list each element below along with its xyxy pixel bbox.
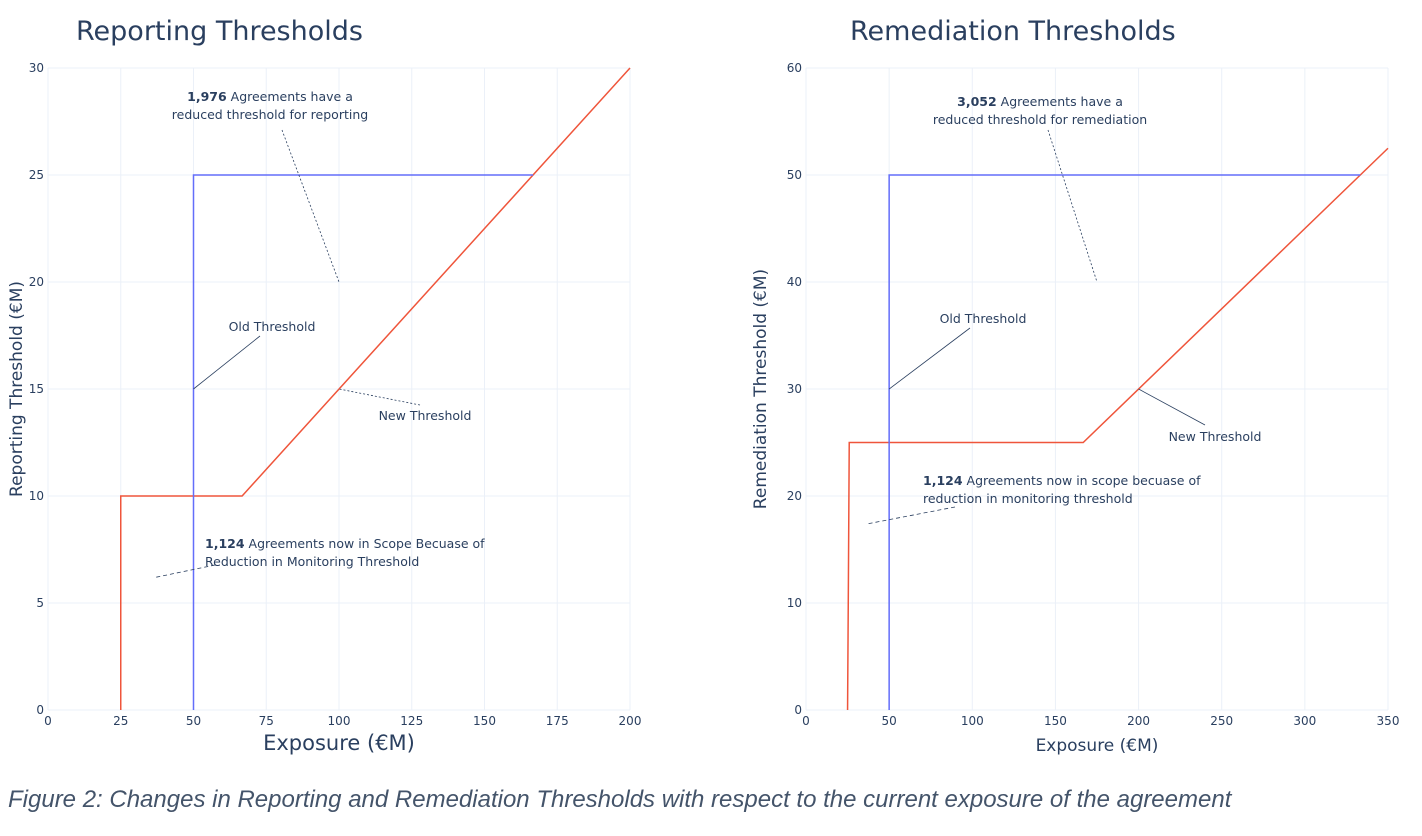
annotation-line1: Agreements have a bbox=[227, 89, 353, 104]
old-threshold-line bbox=[192, 174, 534, 710]
chart-2: 0 50 100 150 200 250 300 350 0 10 20 30 40 50 60 Remedi… bbox=[751, 16, 1399, 756]
y-tick-label: 30 bbox=[787, 382, 802, 396]
new-threshold-line bbox=[120, 67, 631, 710]
new-threshold-line bbox=[846, 147, 1389, 711]
old-threshold-line bbox=[888, 174, 1361, 710]
annotation-arrow bbox=[1138, 388, 1206, 426]
y-tick-label: 10 bbox=[29, 489, 44, 503]
annotation-text: 1,124 Agreements now in scope becuase of bbox=[923, 473, 1201, 488]
x-tick-label: 200 bbox=[1127, 714, 1150, 728]
x-tick-label: 100 bbox=[961, 714, 984, 728]
annotation-arrow bbox=[867, 506, 956, 525]
annotation-text: 1,976 Agreements have a bbox=[187, 89, 353, 104]
x-tick-label: 150 bbox=[473, 714, 496, 728]
y-axis-label: Reporting Threshold (€M) bbox=[7, 281, 27, 497]
y-tick-label: 25 bbox=[29, 168, 44, 182]
chart-title: Remediation Thresholds bbox=[850, 16, 1176, 47]
annotation-line2: Reduction in Monitoring Threshold bbox=[205, 554, 419, 569]
annotation-line1: Old Threshold bbox=[229, 319, 316, 334]
annotation-line1: Old Threshold bbox=[940, 311, 1027, 326]
x-tick-label: 125 bbox=[400, 714, 423, 728]
annotation-arrow bbox=[338, 388, 421, 406]
chart-1: 0 25 50 75 100 125 150 175 200 0 5 10 15 20 25 30 Report… bbox=[7, 16, 641, 755]
annotation-text: 3,052 Agreements have a bbox=[957, 94, 1123, 109]
annotation-arrow bbox=[281, 129, 340, 283]
x-tick-label: 200 bbox=[619, 714, 642, 728]
x-tick-label: 0 bbox=[802, 714, 810, 728]
x-tick-label: 75 bbox=[259, 714, 274, 728]
y-tick-label: 5 bbox=[36, 596, 44, 610]
annotation-line1: Agreements now in Scope Becuase of bbox=[245, 536, 486, 551]
annotation-text: Old Threshold bbox=[940, 311, 1027, 326]
chart-title: Reporting Thresholds bbox=[76, 16, 363, 47]
y-tick-label: 40 bbox=[787, 275, 802, 289]
annotation-count: 1,124 bbox=[923, 473, 963, 488]
annotation-line2: reduction in monitoring threshold bbox=[923, 491, 1133, 506]
annotation-text: New Threshold bbox=[1169, 429, 1262, 444]
x-tick-label: 50 bbox=[186, 714, 201, 728]
annotation-count: 3,052 bbox=[957, 94, 997, 109]
x-tick-label: 175 bbox=[546, 714, 569, 728]
x-axis-label: Exposure (€M) bbox=[263, 731, 415, 755]
annotation-line1: Agreements have a bbox=[997, 94, 1123, 109]
x-tick-label: 350 bbox=[1377, 714, 1400, 728]
x-tick-label: 100 bbox=[328, 714, 351, 728]
annotation-line2: reduced threshold for reporting bbox=[172, 107, 368, 122]
annotation-arrow bbox=[155, 564, 216, 578]
annotation-line1: New Threshold bbox=[1169, 429, 1262, 444]
x-tick-label: 300 bbox=[1293, 714, 1316, 728]
annotation-arrow bbox=[888, 327, 971, 390]
annotation-count: 1,124 bbox=[205, 536, 245, 551]
annotation-text: New Threshold bbox=[379, 408, 472, 423]
y-tick-label: 10 bbox=[787, 596, 802, 610]
annotation-line1: Agreements now in scope becuase of bbox=[963, 473, 1202, 488]
annotation-arrow bbox=[193, 335, 261, 390]
y-tick-label: 30 bbox=[29, 61, 44, 75]
annotation-line1: New Threshold bbox=[379, 408, 472, 423]
y-tick-label: 20 bbox=[29, 275, 44, 289]
x-tick-label: 150 bbox=[1044, 714, 1067, 728]
y-tick-label: 0 bbox=[794, 703, 802, 717]
x-axis-label: Exposure (€M) bbox=[1036, 736, 1159, 756]
y-tick-label: 0 bbox=[36, 703, 44, 717]
annotation-count: 1,976 bbox=[187, 89, 227, 104]
y-tick-label: 60 bbox=[787, 61, 802, 75]
y-tick-label: 15 bbox=[29, 382, 44, 396]
figure-caption: Figure 2: Changes in Reporting and Remed… bbox=[8, 786, 1232, 813]
x-tick-label: 50 bbox=[882, 714, 897, 728]
x-tick-label: 25 bbox=[113, 714, 128, 728]
annotation-line2: reduced threshold for remediation bbox=[933, 112, 1147, 127]
y-axis-label: Remediation Threshold (€M) bbox=[751, 269, 771, 509]
annotation-text: Old Threshold bbox=[229, 319, 316, 334]
annotation-text: 1,124 Agreements now in Scope Becuase of bbox=[205, 536, 485, 551]
y-tick-label: 50 bbox=[787, 168, 802, 182]
y-tick-label: 20 bbox=[787, 489, 802, 503]
annotation-arrow bbox=[1047, 129, 1098, 283]
x-tick-label: 250 bbox=[1210, 714, 1233, 728]
x-tick-label: 0 bbox=[44, 714, 52, 728]
